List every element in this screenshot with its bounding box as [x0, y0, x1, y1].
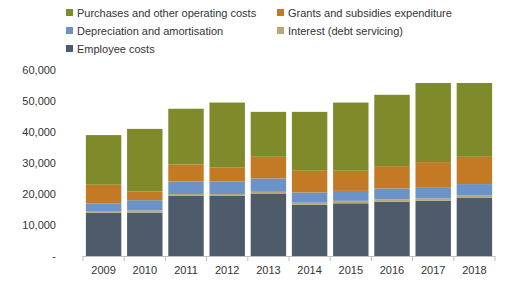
x-tick: [289, 256, 290, 261]
x-tick: [495, 256, 496, 261]
legend-label: Purchases and other operating costs: [77, 7, 257, 19]
bar-segment: [457, 157, 492, 184]
legend-label: Employee costs: [77, 43, 155, 55]
bar-segment: [209, 194, 244, 196]
bar-segment: [209, 103, 244, 168]
x-tick: [165, 256, 166, 261]
bar-segment: [374, 202, 409, 256]
bar-segment: [457, 184, 492, 195]
x-tick: [247, 256, 248, 261]
bar-segment: [292, 203, 327, 205]
x-tick: [124, 256, 125, 261]
bar-segment: [209, 196, 244, 256]
chart: - 10,000 20,000 30,000 40,000 50,000 60,000 200…: [0, 0, 506, 292]
x-tick-label: 2015: [339, 264, 363, 276]
bar-segment: [292, 171, 327, 193]
x-tick-label: 2017: [421, 264, 445, 276]
bar-segment: [127, 192, 162, 201]
bar-segment: [251, 194, 286, 256]
bar-segment: [374, 95, 409, 166]
x-tick-label: 2011: [174, 264, 198, 276]
bars: [86, 83, 492, 256]
bar-segment: [415, 201, 450, 256]
x-tick-label: 2010: [133, 264, 157, 276]
bar-segment: [251, 192, 286, 194]
bar-segment: [86, 135, 121, 185]
bar-segment: [292, 205, 327, 256]
x-tick: [206, 256, 207, 261]
y-tick-label: 20,000: [22, 188, 56, 200]
x-tick-label: 2016: [380, 264, 404, 276]
x-tick-label: 2012: [215, 264, 239, 276]
legend-swatch: [66, 9, 73, 16]
legend-swatch: [66, 45, 73, 52]
bar-segment: [415, 162, 450, 188]
x-tick: [330, 256, 331, 261]
bar-segment: [457, 83, 492, 157]
bar-segment: [457, 198, 492, 256]
bar-segment: [251, 112, 286, 157]
bar-segment: [333, 201, 368, 203]
y-tick-label: 60,000: [22, 64, 56, 76]
bar-segment: [127, 200, 162, 210]
x-tick: [412, 256, 413, 261]
bar-segment: [292, 192, 327, 202]
legend-label: Grants and subsidies expenditure: [288, 7, 452, 19]
bar-segment: [457, 196, 492, 198]
bar-segment: [127, 213, 162, 256]
bar-segment: [374, 166, 409, 188]
legend-swatch: [277, 27, 284, 34]
y-tick-label: 40,000: [22, 126, 56, 138]
legend-swatch: [277, 9, 284, 16]
y-tick-label: 50,000: [22, 95, 56, 107]
x-tick: [453, 256, 454, 261]
x-tick: [371, 256, 372, 261]
legend-swatch: [66, 27, 73, 34]
bar-segment: [86, 203, 121, 211]
x-tick: [83, 256, 84, 261]
bar-segment: [333, 103, 368, 171]
bar-segment: [251, 179, 286, 192]
x-tick-label: 2013: [256, 264, 280, 276]
bar-segment: [168, 196, 203, 256]
bar-segment: [209, 182, 244, 194]
bar-segment: [168, 165, 203, 182]
legend-label: Depreciation and amortisation: [77, 25, 223, 37]
bar-segment: [292, 112, 327, 171]
y-tick-label: -: [52, 250, 56, 262]
bar-segment: [333, 171, 368, 191]
y-tick-label: 30,000: [22, 157, 56, 169]
bar-segment: [415, 198, 450, 200]
bar-segment: [209, 168, 244, 182]
bar-segment: [168, 109, 203, 165]
bar-segment: [86, 211, 121, 213]
bar-segment: [86, 185, 121, 204]
bar-segment: [374, 188, 409, 199]
bar-segment: [168, 194, 203, 196]
bar-segment: [86, 213, 121, 256]
bar-segment: [333, 191, 368, 201]
x-tick-label: 2014: [297, 264, 321, 276]
y-tick-label: 10,000: [22, 219, 56, 231]
bar-segment: [374, 199, 409, 201]
bar-segment: [127, 129, 162, 192]
bar-segment: [127, 210, 162, 212]
bar-segment: [251, 157, 286, 179]
bar-segment: [333, 203, 368, 256]
legend-label: Interest (debt servicing): [288, 25, 403, 37]
bar-segment: [415, 188, 450, 199]
bar-segment: [415, 83, 450, 162]
x-tick-label: 2018: [462, 264, 486, 276]
x-tick-label: 2009: [91, 264, 115, 276]
bar-segment: [168, 182, 203, 194]
